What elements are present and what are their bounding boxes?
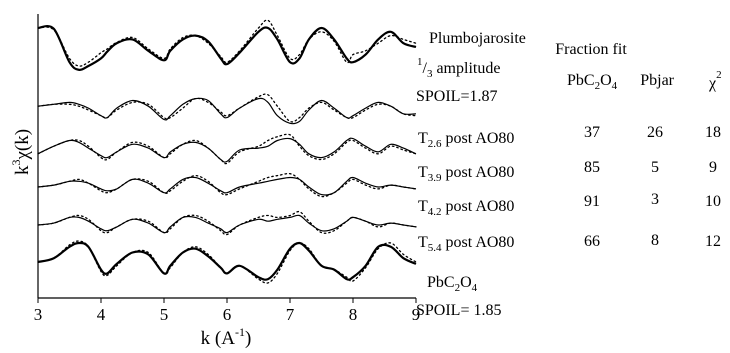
label-t39-sub: 3.9 [428,172,442,184]
series-5-data-line [37,214,417,234]
cell-chi2-row4: 12 [705,233,721,250]
label-plumbojarosite: Plumbojarosite [429,30,526,47]
label-pbc2o4-sub1: 2 [455,282,461,294]
header-chi-exponent: 2 [716,69,722,81]
label-pbc2o4: PbC2O4 [427,274,478,294]
label-t54-t: T [418,234,428,251]
cell-chi2-row2: 9 [709,159,717,176]
label-t39-t: T [418,164,428,181]
label-t26-t: T [418,130,428,147]
cell-pbc2o4-row4: 66 [584,233,600,250]
header-chi: χ [708,75,717,92]
series-2-fit-line [37,93,417,123]
x-tick-label-8: 8 [349,305,358,324]
label-pbc2o4-o: O [460,274,472,291]
label-plumbojarosite-amplitude: 1/3 amplitude [417,56,500,80]
label-amplitude-numerator: 1 [417,56,423,68]
cell-chi2-row1: 18 [705,124,721,141]
cell-pbjar-row4: 8 [651,232,659,249]
spectra-series [37,19,417,284]
cell-pbc2o4-row1: 37 [584,124,600,141]
x-tick-label-6: 6 [223,305,232,324]
label-t42-sub: 4.2 [428,206,442,218]
x-tick-label-4: 4 [97,305,106,324]
series-2-data-line [37,97,417,125]
label-amplitude-text: amplitude [432,60,500,77]
fraction-fit-table: Fraction fit PbC2O4 Pbjar χ2 37 26 18 85… [555,41,721,250]
cell-pbc2o4-row3: 91 [584,193,600,210]
y-axis-label-chi: χ(k) [12,129,33,161]
x-axis-label: k (A-1) [201,325,252,349]
label-pbc2o4-sub2: 4 [472,282,478,294]
label-amplitude-slash: / [423,60,428,77]
y-axis-label-exponent: 3 [9,160,23,166]
series-6-data-line [37,241,417,281]
cell-pbc2o4-row2: 85 [584,159,600,176]
label-t39-post: post AO80 [442,164,515,181]
cell-pbjar-row1: 26 [647,124,663,141]
cell-chi2-row3: 10 [705,193,721,210]
series-1-fit-line [37,19,417,67]
label-t26-sub: 2.6 [428,138,442,150]
label-amplitude-denominator: 3 [427,68,433,80]
label-t39: T3.9 post AO80 [418,164,514,184]
header-pbc2o4-o: O [600,72,612,89]
series-5-fit-line [37,210,417,236]
y-axis-label: k3χ(k) [9,129,33,175]
x-tick-label-3: 3 [34,305,43,324]
series-4-data-line [37,176,417,196]
header-pbc2o4-pbc: PbC [567,72,595,89]
x-tick-label-9: 9 [412,305,421,324]
series-4-fit-line [37,172,417,198]
label-t54: T5.4 post AO80 [418,234,514,254]
cell-pbjar-row2: 5 [651,159,659,176]
x-tick-label-5: 5 [160,305,169,324]
label-t26-post: post AO80 [442,130,515,147]
series-labels: Plumbojarosite 1/3 amplitude SPOIL=1.87 … [416,30,526,319]
label-pbc2o4-pbc: PbC [427,274,455,291]
label-plumbojarosite-spoil: SPOIL=1.87 [416,88,497,105]
y-axis-label-k: k [12,165,33,175]
series-6-fit-line [37,240,417,284]
x-axis-ticks: 3 4 5 6 7 8 9 [34,298,421,324]
label-t42: T4.2 post AO80 [418,198,514,218]
series-3-fit-line [37,133,417,165]
x-tick-label-7: 7 [286,305,295,324]
axes: 3 4 5 6 7 8 9 [34,14,421,324]
label-t54-post: post AO80 [442,234,515,251]
label-t42-t: T [418,198,428,215]
header-pbc2o4-sub2: 4 [612,80,618,92]
x-axis-label-close: ) [245,328,251,349]
fraction-table-title: Fraction fit [555,41,627,58]
label-pbc2o4-spoil: SPOIL= 1.85 [416,302,501,319]
header-pbjar: Pbjar [640,72,674,89]
label-t42-post: post AO80 [442,198,515,215]
header-pbc2o4-sub1: 2 [595,80,601,92]
cell-pbjar-row3: 3 [651,191,659,208]
x-axis-label-main: k (A [201,328,236,349]
series-3-data-line [37,137,417,163]
label-t26: T2.6 post AO80 [418,130,514,150]
header-pbc2o4: PbC2O4 [567,72,618,92]
series-1-data-line [37,24,417,71]
label-t54-sub: 5.4 [428,242,442,254]
x-axis-label-exponent: -1 [235,325,245,339]
header-chi2: χ2 [708,69,722,92]
